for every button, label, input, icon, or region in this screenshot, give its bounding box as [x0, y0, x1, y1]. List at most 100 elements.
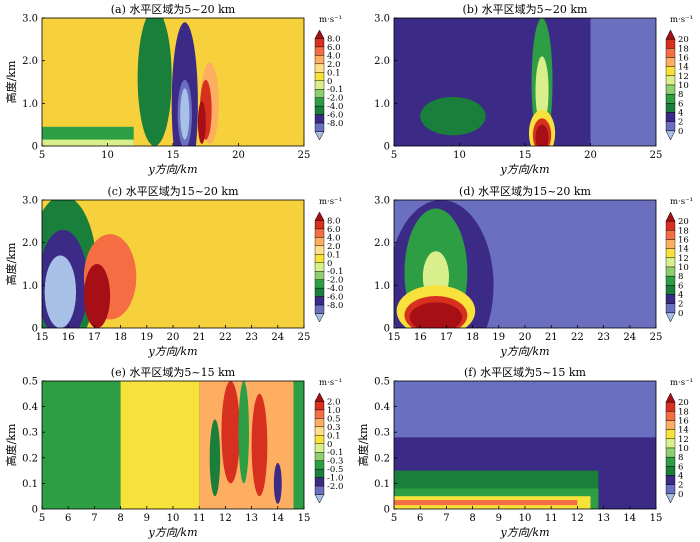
x-tick-label: 25: [298, 150, 311, 161]
x-axis-label: y方向/km: [147, 526, 197, 539]
colorbar-label: 20: [678, 398, 689, 408]
colorbar-cap: [314, 131, 325, 141]
y-tick-label: 0.4: [374, 402, 390, 413]
x-tick-label: 24: [623, 332, 636, 343]
colorbar-label: 14: [678, 426, 689, 436]
colorbar-swatch: [314, 452, 325, 461]
x-tick-label: 14: [623, 513, 636, 524]
colorbar-swatch: [665, 230, 676, 240]
colorbar-label: -2.0: [327, 482, 343, 492]
colorbar-label: -2.0: [327, 94, 343, 104]
x-axis-label: y方向/km: [499, 345, 549, 358]
y-tick-label: 2.0: [22, 238, 38, 249]
x-tick-label: 13: [597, 513, 610, 524]
colorbar-label: 0: [327, 259, 332, 269]
x-tick-label: 21: [193, 332, 206, 343]
colorbar-swatch: [314, 287, 325, 297]
panel-c: (c) 水平区域为15~20 km 15 16 17 18 19 20 21 22 23 24 25 0…: [4, 185, 343, 358]
x-tick-label: 20: [519, 332, 532, 343]
colorbar-label: 12: [678, 435, 689, 445]
contour-blob: [83, 264, 111, 328]
colorbar-cap: [314, 392, 325, 402]
x-tick-label: 22: [219, 332, 232, 343]
x-tick-label: 23: [597, 332, 610, 343]
x-tick-label: 11: [545, 513, 558, 524]
colorbar-label: 0.1: [327, 431, 341, 441]
x-tick-label: 23: [245, 332, 258, 343]
colorbar-swatch: [665, 294, 676, 304]
plot-area: [394, 200, 656, 328]
plot-area: [42, 381, 304, 509]
x-tick-label: 18: [466, 332, 479, 343]
colorbar-swatch: [314, 220, 325, 230]
y-tick-label: 0: [32, 142, 38, 153]
x-tick-label: 25: [650, 150, 663, 161]
colorbar-label: 0.3: [327, 423, 341, 433]
colorbar-label: 2.0: [327, 397, 341, 407]
x-tick-label: 20: [167, 332, 180, 343]
colorbar-swatch: [314, 401, 325, 411]
panel-title: (f) 水平区域为5~15 km: [464, 366, 587, 379]
contour-blob: [209, 419, 221, 497]
colorbar-label: 6.0: [327, 43, 341, 53]
y-tick-label: 0.5: [374, 377, 390, 388]
contour-blob: [251, 393, 268, 497]
colorbar-label: 1.0: [327, 406, 341, 416]
y-tick-label: 3.0: [22, 14, 38, 25]
panel-b: (b) 水平区域为5~20 km5 10 15 20 2501.02.03.0y方向/k…: [374, 3, 693, 176]
x-tick-label: 19: [140, 332, 153, 343]
colorbar-label: 18: [678, 226, 689, 236]
x-tick-label: 5: [39, 513, 45, 524]
x-tick-label: 15: [519, 150, 532, 161]
colorbar-unit: m·s⁻¹: [670, 378, 693, 388]
colorbar-label: 8: [678, 90, 683, 100]
colorbar-label: 6: [678, 281, 683, 291]
y-axis-label: 高度/km: [4, 423, 18, 466]
colorbar-label: 20: [678, 217, 689, 227]
colorbar-swatch: [665, 429, 676, 440]
contour-blob: [535, 56, 549, 125]
y-tick-label: 0: [32, 324, 38, 335]
colorbar-label: 18: [678, 44, 689, 54]
y-tick-label: 0: [32, 505, 38, 516]
colorbar-cap: [314, 313, 325, 323]
colorbar-swatch: [314, 80, 325, 90]
x-tick-label: 25: [298, 332, 311, 343]
y-tick-label: 1.0: [374, 281, 390, 292]
plot-area: [42, 200, 304, 328]
colorbar-swatch: [665, 48, 676, 58]
x-tick-label: 12: [571, 513, 584, 524]
x-tick-label: 13: [245, 513, 258, 524]
colorbar-label: 0: [678, 127, 683, 137]
colorbar-swatch: [665, 112, 676, 122]
colorbar-cap: [665, 130, 676, 141]
colorbar-swatch: [665, 66, 676, 77]
colorbar-cap: [665, 392, 676, 403]
x-tick-label: 20: [232, 150, 245, 161]
colorbar-swatch: [314, 237, 325, 247]
colorbar-label: 0: [327, 77, 332, 87]
y-tick-label: 0.1: [22, 479, 38, 490]
x-tick-label: 15: [650, 513, 663, 524]
colorbar-unit: m·s⁻¹: [319, 378, 342, 388]
contour-blob: [197, 101, 206, 144]
colorbar-label: 6: [678, 462, 683, 472]
colorbar-label: 2: [678, 300, 683, 310]
colorbar-swatch: [314, 279, 325, 289]
colorbar-label: 4.0: [327, 51, 341, 61]
colorbar-label: -4.0: [327, 102, 343, 112]
colorbar-swatch: [314, 485, 325, 495]
colorbar-label: 4.0: [327, 233, 341, 243]
x-tick-label: 22: [571, 332, 584, 343]
colorbar-swatch: [314, 55, 325, 65]
panel-e: (e) 水平区域为5~15 km5 6 7 8 9 10 11 12 13 14 1500.10.2…: [4, 366, 343, 539]
y-tick-label: 0.3: [374, 428, 390, 439]
colorbar-label: -0.5: [327, 465, 343, 475]
panel-title: (e) 水平区域为5~15 km: [111, 366, 236, 379]
colorbar-label: -0.1: [327, 448, 343, 458]
x-tick-label: 17: [88, 332, 101, 343]
x-tick-label: 14: [271, 513, 284, 524]
colorbar-swatch: [665, 401, 676, 412]
